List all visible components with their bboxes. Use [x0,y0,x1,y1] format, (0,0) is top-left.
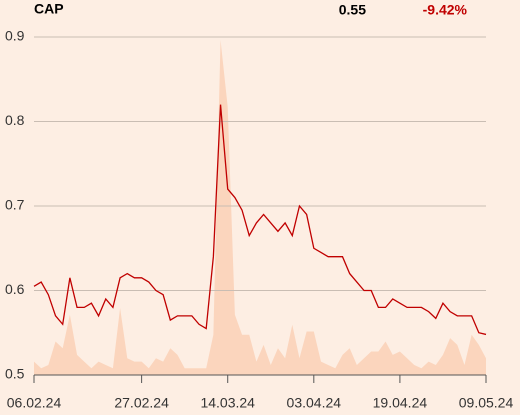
y-tick-label: 0.5 [5,366,25,382]
x-tick-label: 06.02.24 [7,395,62,411]
x-tick-label: 27.02.24 [114,395,169,411]
x-tick-label: 03.04.24 [287,395,342,411]
x-tick-label: 14.03.24 [200,395,255,411]
y-tick-label: 0.9 [5,28,25,44]
x-tick-label: 09.05.24 [459,395,514,411]
x-tick-label: 19.04.24 [373,395,428,411]
last-price: 0.55 [339,2,366,18]
ticker: CAP [34,1,64,17]
y-tick-label: 0.6 [5,281,25,297]
price-line [33,104,487,336]
y-tick-label: 0.8 [5,112,25,128]
y-tick-label: 0.7 [5,197,25,213]
change: -9.42% [423,2,468,18]
